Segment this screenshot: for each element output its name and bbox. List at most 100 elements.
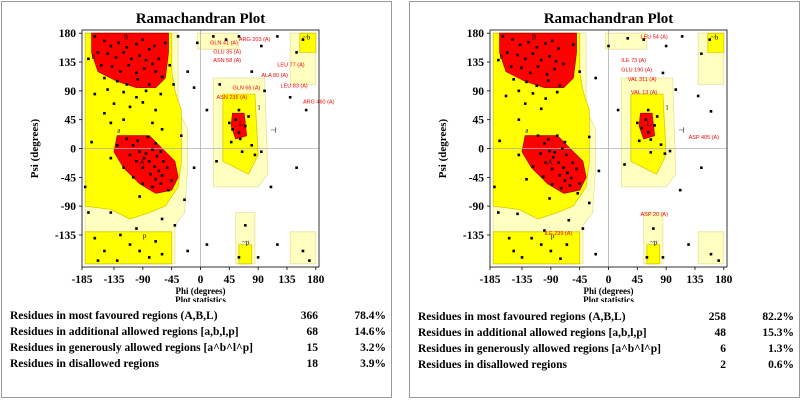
- stat-row-most-favoured: Residues in most favoured regions (A,B,L…: [418, 309, 794, 325]
- stat-percent: 0.6%: [768, 359, 794, 371]
- y-tick-label: 0: [478, 144, 484, 156]
- region-label: p: [551, 232, 555, 240]
- residue-point: [276, 35, 279, 38]
- residue-point: [130, 57, 133, 61]
- residue-point: [563, 140, 567, 144]
- residue-point: [195, 41, 199, 45]
- residue-point: [260, 150, 263, 154]
- residue-point: [553, 67, 556, 71]
- residue-point: [700, 52, 703, 55]
- residue-point: [109, 211, 113, 214]
- outlier-residue-label: GLN 41 (A): [210, 41, 238, 47]
- residue-point: [131, 176, 135, 179]
- residue-point: [566, 171, 569, 175]
- residue-point: [125, 83, 129, 86]
- residue-point: [135, 160, 138, 163]
- residue-point: [153, 165, 156, 168]
- generously-allowed-region: [697, 231, 725, 265]
- residue-point: [237, 35, 241, 38]
- y-tick-label: -45: [61, 172, 77, 184]
- residue-point: [186, 70, 189, 73]
- residue-point: [173, 224, 177, 227]
- y-tick-label: 135: [467, 57, 485, 69]
- residue-point: [616, 108, 620, 112]
- stat-percent: 15.3%: [762, 327, 794, 339]
- residue-point: [674, 88, 678, 91]
- x-tick-label: 180: [307, 274, 325, 286]
- ramachandran-chart-left: Ramachandran Plot A Ba b p Ll ~b ~p ~l PHE 555 (A…: [29, 11, 335, 302]
- residue-point: [301, 38, 305, 41]
- residue-point: [110, 65, 114, 68]
- region-label: a: [117, 126, 121, 134]
- residue-point: [260, 44, 263, 48]
- residue-point: [154, 70, 157, 73]
- stat-label: Residues in disallowed regions: [418, 359, 567, 371]
- x-tick-label: 135: [686, 274, 704, 286]
- outlier-residue-label: GLN 66 (A): [233, 86, 261, 92]
- outlier-residue-label: ASN 235 (A): [217, 95, 248, 101]
- residue-point: [224, 38, 228, 41]
- residue-point: [119, 70, 122, 73]
- residue-point: [636, 121, 639, 125]
- residue-point: [581, 227, 585, 230]
- residue-point: [555, 90, 559, 94]
- stat-label: Residues in most favoured regions (A,B,L…: [10, 310, 218, 322]
- residue-point: [141, 38, 145, 41]
- stat-row-disallowed: Residues in disallowed regions 2 0.6%: [418, 357, 794, 373]
- x-tick-label: 45: [224, 274, 236, 286]
- residue-point: [138, 150, 141, 154]
- region-label: b: [92, 53, 96, 61]
- residue-point: [512, 78, 515, 81]
- stat-row-disallowed: Residues in disallowed regions 18 3.9%: [10, 356, 386, 372]
- residue-point: [167, 188, 170, 192]
- residue-point: [115, 79, 119, 83]
- residue-point: [548, 197, 551, 200]
- stat-percent: 82.2%: [762, 311, 794, 323]
- outlier-residue-label: ASP 20 (A): [641, 212, 669, 218]
- region-label: ~b: [711, 34, 719, 42]
- residue-point: [507, 236, 511, 240]
- residue-point: [179, 134, 183, 137]
- residue-point: [644, 118, 647, 121]
- residue-point: [237, 108, 241, 112]
- residue-point: [276, 243, 279, 246]
- residue-point: [247, 115, 250, 118]
- stat-row-generously-allowed: Residues in generously allowed regions […: [418, 341, 794, 357]
- residue-point: [109, 156, 113, 160]
- residue-point: [536, 65, 540, 68]
- stat-count: 48: [714, 327, 727, 339]
- residue-point: [218, 83, 222, 86]
- residue-point: [645, 256, 649, 259]
- outlier-residue-label: ARG 203 (A): [239, 37, 271, 43]
- y-tick-label: 135: [59, 57, 77, 69]
- x-tick-label: 0: [198, 274, 204, 286]
- residue-point: [215, 160, 218, 163]
- residue-point: [160, 252, 164, 256]
- y-tick-label: -45: [469, 172, 485, 184]
- outlier-residue-label: ILE 239 (A): [544, 231, 572, 237]
- residue-point: [549, 249, 553, 253]
- residue-point: [237, 256, 241, 259]
- residue-point: [103, 39, 106, 43]
- residue-point: [646, 108, 650, 112]
- residue-point: [183, 198, 186, 202]
- stat-percent: 3.2%: [360, 342, 386, 354]
- residue-point: [511, 38, 514, 41]
- outlier-residue-label: GLU 35 (A): [213, 50, 241, 56]
- x-tick-label: -45: [572, 274, 588, 286]
- x-tick-label: -135: [511, 274, 532, 286]
- region-label: a: [525, 126, 529, 134]
- residue-point: [565, 243, 569, 246]
- residue-point: [122, 51, 125, 54]
- stat-count: 18: [306, 358, 319, 370]
- x-tick-label: 180: [715, 274, 733, 286]
- residue-point: [128, 105, 132, 109]
- residue-point: [509, 65, 513, 68]
- residue-point: [135, 42, 138, 46]
- residue-point: [517, 118, 521, 121]
- region-label: ~p: [242, 239, 250, 247]
- residue-point: [700, 166, 703, 170]
- residue-point: [626, 37, 630, 40]
